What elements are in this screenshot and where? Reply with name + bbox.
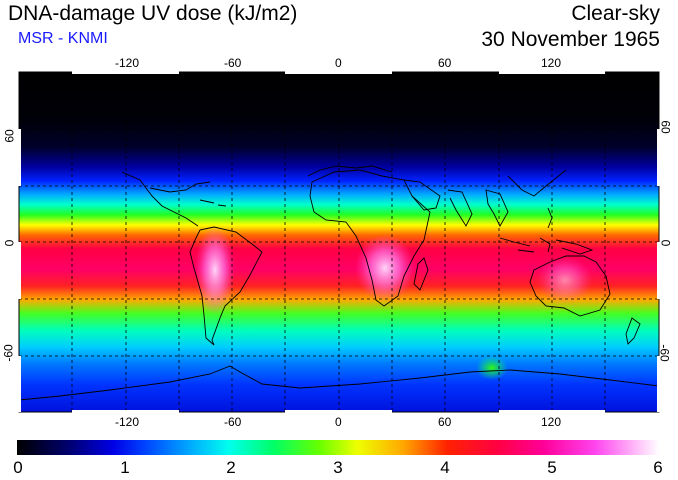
- south-america-high-dose: [195, 225, 235, 315]
- lat-label-right-0: 0: [658, 239, 673, 247]
- colorbar-label-0: 0: [13, 458, 23, 477]
- map-title: DNA-damage UV dose (kJ/m2): [8, 2, 298, 25]
- map-source-label: MSR - KNMI: [18, 30, 108, 47]
- sky-condition-label: Clear-sky: [571, 2, 660, 25]
- colorbar: [17, 440, 659, 455]
- graticule: [19, 72, 659, 412]
- map-frame: [17, 70, 661, 414]
- lon-label-top-120: 120: [541, 56, 562, 70]
- antarctic-green-patch: [476, 356, 508, 380]
- australia-high-dose: [537, 256, 593, 304]
- lat-label-left-neg60: -60: [1, 344, 16, 362]
- lon-label-bottom-120: 120: [541, 415, 562, 429]
- colorbar-label-2: 2: [226, 458, 236, 477]
- lat-label-left-0: 0: [2, 239, 17, 247]
- lat-label-right-neg60: -60: [657, 344, 672, 362]
- lon-label-bottom-60: 60: [438, 415, 452, 429]
- lon-label-top-0: 0: [335, 56, 342, 70]
- map-date-label: 30 November 1965: [481, 28, 660, 51]
- colorbar-label-1: 1: [120, 458, 130, 477]
- lat-label-right-60: 60: [658, 120, 673, 134]
- africa-high-dose: [355, 234, 415, 302]
- lon-label-bottom-neg60: -60: [224, 415, 242, 429]
- colorbar-label-6: 6: [653, 458, 663, 477]
- colorbar-label-5: 5: [547, 458, 557, 477]
- lon-label-top-neg60: -60: [224, 56, 242, 70]
- colorbar-label-4: 4: [440, 458, 450, 477]
- colorbar-label-3: 3: [333, 458, 343, 477]
- lon-label-top-60: 60: [438, 56, 452, 70]
- lon-label-bottom-0: 0: [335, 415, 342, 429]
- lon-label-bottom-neg120: -120: [115, 415, 140, 429]
- lat-label-left-60: 60: [2, 129, 17, 143]
- lon-label-top-neg120: -120: [115, 56, 140, 70]
